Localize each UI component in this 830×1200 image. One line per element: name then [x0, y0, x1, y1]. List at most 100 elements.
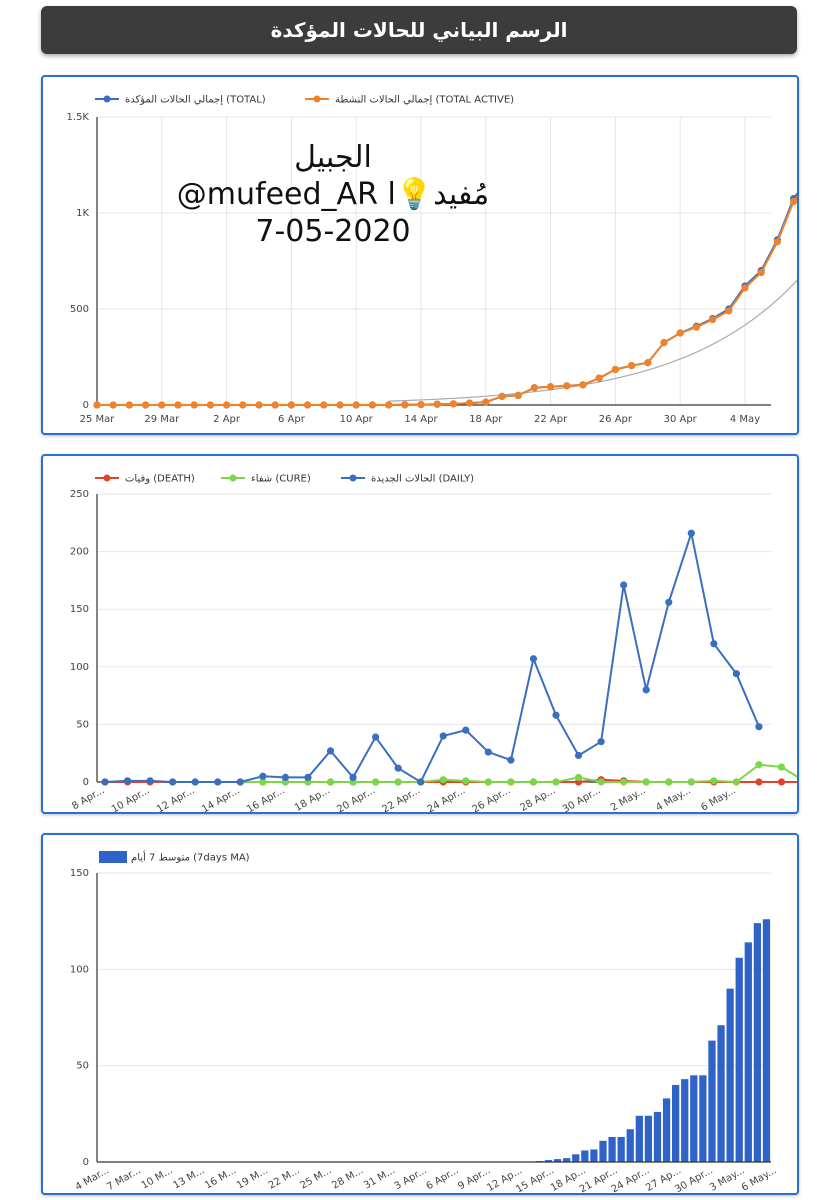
chart1-x-tick-label: 30 Apr	[664, 414, 698, 425]
chart1-active-point	[773, 238, 782, 246]
chart1-active-point	[482, 398, 490, 406]
watermark: الجبيل @mufeed_AR l💡مُفيد 7-05-2020	[133, 139, 533, 250]
chart1-y-tick-label: 0	[83, 400, 89, 411]
chart2-cure-point	[507, 778, 515, 786]
chart3-bar	[672, 1084, 680, 1162]
chart2-daily-point	[507, 756, 515, 764]
chart2-daily-point	[146, 777, 154, 785]
chart1-x-tick-label: 26 Apr	[599, 414, 633, 425]
chart2-daily-point	[214, 778, 222, 786]
chart2-daily-point	[710, 640, 718, 648]
chart2-x-tick-label: 14 Apr...	[200, 785, 242, 812]
chart2-daily-point	[281, 773, 289, 781]
chart2-daily-point	[417, 778, 425, 786]
chart2-daily-point	[372, 733, 380, 741]
chart1-active-point	[595, 374, 603, 382]
moving-average-chart-panel: 0 50 100 150 4 Mar... 7 Mar... 10 M... 13 M... 1…	[41, 833, 799, 1195]
chart1-active-point	[530, 384, 538, 392]
chart2-daily-point	[665, 598, 673, 606]
chart2-daily-point	[101, 778, 109, 786]
chart3-bar	[563, 1158, 571, 1162]
chart1-x-tick-label: 10 Apr	[340, 414, 374, 425]
daily-cases-chart: 0 50 100 150 200 250 8 Apr... 10 Apr... 12 Apr..…	[70, 474, 797, 812]
chart3-x-tick-label: 10 M...	[140, 1165, 175, 1192]
chart2-x-tick-label: 28 Ap...	[519, 785, 558, 812]
chart2-y-tick-label: 200	[70, 547, 89, 558]
chart3-bar	[753, 923, 762, 1162]
chart3-x-tick-label: 16 M...	[203, 1165, 238, 1192]
chart2-daily-point	[552, 711, 560, 719]
chart1-active-point	[255, 401, 263, 409]
chart3-legend-ma-label: متوسط 7 أيام (7days MA)	[131, 851, 250, 864]
chart2-x-tick-label: 6 May...	[699, 785, 738, 812]
chart1-active-point	[336, 401, 344, 409]
chart1-legend-active-label: إجمالي الحالات النشطة (TOTAL ACTIVE)	[335, 95, 514, 106]
chart3-bar	[590, 1149, 598, 1162]
chart2-cure-point	[439, 776, 447, 784]
chart2-cure-point	[597, 778, 605, 786]
chart2-daily-point	[687, 529, 695, 537]
chart1-x-tick-label: 18 Apr	[469, 414, 503, 425]
chart1-active-point	[125, 401, 133, 409]
chart3-bar	[662, 1098, 671, 1162]
chart2-cure-line	[240, 763, 797, 784]
chart2-x-tick-label: 20 Apr...	[335, 785, 377, 812]
chart1-active-point	[466, 399, 474, 407]
chart2-daily-point	[349, 773, 357, 781]
chart1-active-point	[628, 362, 636, 370]
chart2-death-point	[755, 778, 763, 786]
chart3-x-tick-label: 3 May...	[708, 1165, 747, 1193]
chart1-active-point	[709, 315, 717, 324]
chart1-active-point	[514, 391, 522, 399]
chart1-active-point	[611, 365, 620, 374]
chart1-active-point	[287, 401, 295, 409]
chart2-x-tick-label: 16 Apr...	[245, 785, 287, 812]
chart2-daily-point	[326, 747, 335, 755]
total-cases-chart: 0 500 1K 1.5K 25 Mar 29 Mar 2 Apr 6 Apr 10 Apr 14…	[67, 95, 797, 425]
chart2-cure-point	[620, 778, 628, 786]
chart1-x-tick-label: 6 Apr	[278, 414, 306, 425]
chart1-active-point	[741, 284, 749, 292]
chart1-active-point	[449, 400, 457, 408]
chart1-x-tick-label: 29 Mar	[144, 414, 180, 425]
chart2-legend-cure-label: شفاء (CURE)	[251, 474, 311, 485]
page-title: الرسم البياني للحالات المؤكدة	[41, 6, 797, 54]
chart3-y-tick-label: 50	[76, 1061, 89, 1072]
chart1-active-point	[368, 401, 376, 409]
chart3-bar	[635, 1115, 643, 1162]
chart2-x-tick-label: 2 May...	[609, 785, 648, 812]
chart3-bar	[626, 1129, 634, 1162]
chart2-daily-point	[259, 772, 267, 780]
chart3-x-tick-label: 6 Apr...	[424, 1165, 460, 1192]
chart3-x-tick-label: 3 Apr...	[393, 1165, 429, 1192]
chart1-active-point	[142, 401, 150, 409]
chart2-death-point	[777, 778, 786, 786]
chart1-active-point	[239, 401, 247, 409]
chart1-active-point	[385, 401, 393, 409]
chart1-legend-total-label: إجمالي الحالات المؤكدة (TOTAL)	[125, 95, 266, 106]
chart2-x-tick-label: 4 May...	[654, 785, 693, 812]
chart1-active-point	[676, 329, 684, 337]
chart2-x-tick-label: 22 Apr...	[380, 785, 422, 812]
chart3-bar	[744, 942, 752, 1162]
chart2-daily-point	[574, 751, 583, 760]
chart1-active-point	[433, 400, 441, 408]
chart2-cure-point	[372, 778, 380, 786]
chart2-y-tick-label: 50	[76, 719, 89, 730]
chart2-x-tick-label: 30 Apr...	[561, 785, 603, 812]
chart2-daily-point	[529, 655, 538, 663]
chart2-cure-point	[665, 778, 673, 786]
chart1-active-point	[206, 401, 214, 409]
chart1-active-point	[790, 197, 797, 206]
chart1-active-point	[190, 401, 198, 409]
chart1-legend-active-swatch-dot	[313, 95, 321, 103]
chart2-daily-point	[123, 777, 132, 785]
watermark-date: 7-05-2020	[255, 214, 411, 249]
chart2-y-tick-label: 0	[83, 777, 89, 788]
chart3-x-tick-label: 19 M...	[235, 1165, 270, 1192]
chart1-active-point	[417, 401, 425, 409]
chart1-active-point	[725, 307, 733, 315]
chart3-bar	[553, 1159, 562, 1162]
chart2-daily-point	[236, 778, 244, 786]
